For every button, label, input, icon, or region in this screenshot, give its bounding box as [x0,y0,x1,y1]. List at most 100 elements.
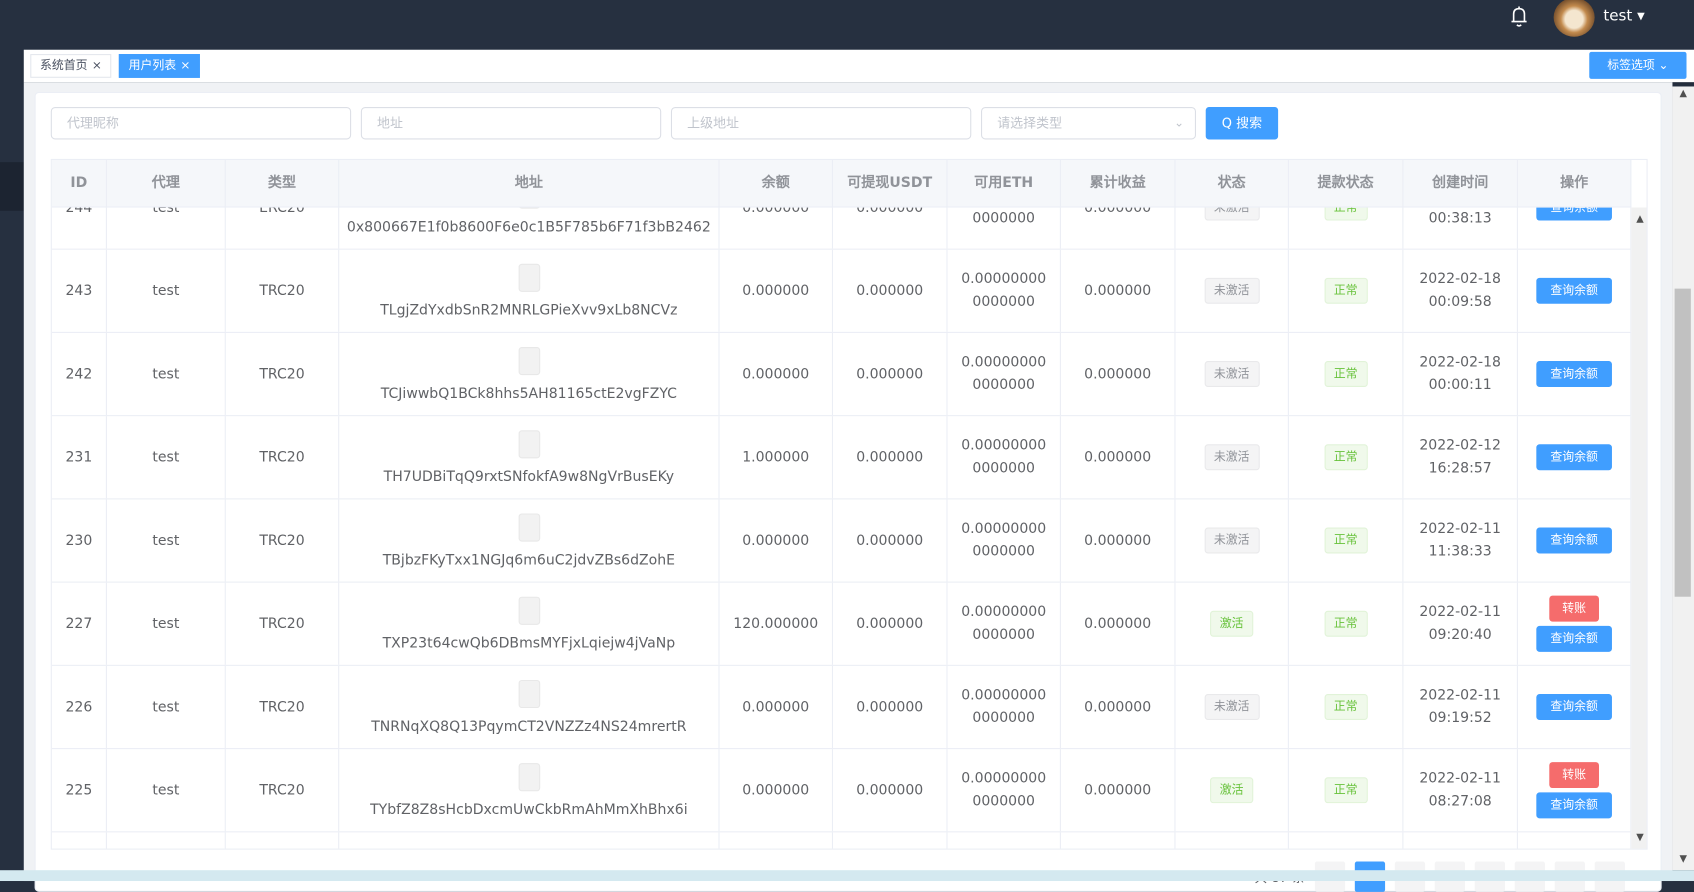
table-cell: TRC20 [226,416,340,499]
table-cell: 0.000000 [720,749,833,832]
table-cell: 未激活 [1175,332,1289,416]
type-select[interactable]: 请选择类型 ⌄ [981,107,1197,140]
close-icon[interactable]: × [180,58,191,73]
query-balance-button[interactable]: 查询余额 [1536,277,1612,304]
user-list-card: 请选择类型 ⌄ Q 搜索 ID代理类型地址余额可提现USDT可用ETH累计收益状态… [34,91,1662,892]
table-row: 242 test TRC20 TCJiwwbQ1BCk8hhs5AH81165ctE2… [51,332,1632,417]
qr-code-icon[interactable] [518,263,540,292]
qr-code-icon[interactable] [518,512,540,542]
created-time-cell: 2022-02-11 08:27:08 [1419,770,1501,810]
table-cell: TRC20 [226,582,340,665]
table-cell [1175,832,1289,849]
parent-address-input[interactable] [670,107,972,140]
table-cell: 242 [52,332,107,416]
query-balance-button[interactable]: 查询余额 [1536,694,1612,720]
column-header: 可用ETH [948,159,1061,208]
income-cell: 0.000000 [1084,449,1152,466]
qr-code-icon[interactable] [518,596,540,625]
agent-name-input[interactable] [50,107,352,140]
table-cell: 0.000000 [1061,499,1176,582]
qr-code-icon[interactable] [518,346,540,375]
qr-code-icon[interactable] [518,679,540,708]
tab-user-list[interactable]: 用户列表 × [118,54,201,78]
scrollbar-thumb[interactable] [1674,288,1691,597]
id-cell: 244 [65,208,92,216]
eth-cell: 0.000000000000000 [961,687,1047,727]
table-cell [948,832,1061,849]
balance-cell: 0.000000 [742,698,810,716]
query-balance-button[interactable]: 查询余额 [1536,792,1612,819]
created-time-cell: 2022-02-11 11:38:33 [1419,521,1501,560]
query-balance-button[interactable]: 查询余额 [1536,625,1612,652]
status-badge: 未激活 [1204,361,1260,387]
table-cell: 正常 [1289,207,1404,249]
table-cell: 查询余额 [1518,416,1632,499]
type-cell: TRC20 [259,282,305,299]
agent-cell: test [152,615,180,632]
table-cell: TLgjZdYxdbSnR2MNRLGPieXvv9xLb8NCVz [339,249,720,332]
scroll-up-icon[interactable]: ▲ [1679,88,1687,100]
table-cell [1518,832,1632,849]
query-balance-button[interactable]: 查询余额 [1536,527,1612,554]
table-cell: 2022-02-18 00:09:58 [1403,249,1518,332]
bell-icon[interactable] [1508,4,1530,28]
column-header: 操作 [1518,159,1632,208]
qr-code-icon[interactable] [518,429,540,458]
id-cell: 226 [65,698,93,716]
query-balance-button[interactable]: 查询余额 [1536,444,1612,471]
avatar[interactable] [1553,0,1595,37]
search-button[interactable]: Q 搜索 [1205,107,1279,140]
table-cell: TCJiwwbQ1BCk8hhs5AH81165ctE2vgFZYC [339,332,720,416]
transfer-button[interactable]: 转账 [1549,762,1599,789]
usdt-cell: 0.000000 [856,782,924,799]
table-cell: 转账 查询余额 [1518,582,1632,665]
address-cell: TLgjZdYxdbSnR2MNRLGPieXvv9xLb8NCVz [380,302,678,319]
created-time-cell: 2022-02-12 16:28:57 [1419,437,1501,477]
table-cell: 0.000000 [720,332,833,416]
type-cell: ERC20 [259,208,305,216]
scroll-down-icon[interactable]: ▼ [1679,853,1687,865]
table-cell [52,832,107,849]
eth-cell: 0.000000000000000 [961,770,1047,810]
table-cell [339,832,720,849]
table-row: 227 test TRC20 TXP23t64cwQb6DBmsMYFjxLqiejw… [51,582,1632,666]
balance-cell: 0.000000 [742,282,810,299]
table-cell: 2022-02-12 16:28:57 [1403,416,1518,499]
table-scrollbar[interactable]: ▲ ▼ [1631,207,1647,849]
page-scrollbar[interactable]: ▲ ▼ [1672,86,1694,871]
column-header: 累计收益 [1061,159,1176,208]
id-cell: 230 [65,532,93,549]
withdraw-status-badge: 正常 [1324,610,1368,637]
table-cell: 0.000000000000000 [948,207,1061,249]
table-cell: 正常 [1289,749,1404,832]
table-cell: 0.000000 [1061,249,1176,332]
usdt-cell: 0.000000 [856,282,924,299]
address-input[interactable] [360,107,662,140]
user-menu[interactable]: test ▾ [1603,7,1645,25]
query-balance-button[interactable]: 查询余额 [1536,361,1612,387]
type-cell: TRC20 [259,782,305,799]
tag-options-button[interactable]: 标签选项 ⌄ [1589,51,1687,79]
table-cell: 0.000000 [1061,749,1176,832]
table-cell: 0.000000 [1061,332,1176,416]
column-header: 创建时间 [1403,159,1518,208]
income-cell: 0.000000 [1084,532,1152,549]
table-cell: 0.000000 [720,665,833,749]
column-header: 类型 [226,159,340,208]
id-cell: 243 [65,282,93,299]
scroll-down-icon[interactable]: ▼ [1636,832,1644,844]
qr-code-icon[interactable] [518,207,540,209]
table-cell: 0.000000 [833,332,948,416]
query-balance-button[interactable]: 查询余额 [1536,207,1612,221]
address-cell: TNRNqXQ8Q13PqymCT2VNZZz4NS24mrertR [371,718,687,735]
tab-home[interactable]: 系统首页 × [30,54,112,78]
scroll-up-icon[interactable]: ▲ [1636,214,1644,225]
usdt-cell: 0.000000 [856,532,924,549]
close-icon[interactable]: × [91,58,102,73]
table-cell: 0.000000 [833,582,948,665]
eth-cell: 0.000000000000000 [961,521,1047,560]
column-header: ID [52,159,107,208]
transfer-button[interactable]: 转账 [1549,595,1599,622]
qr-code-icon[interactable] [518,762,540,791]
